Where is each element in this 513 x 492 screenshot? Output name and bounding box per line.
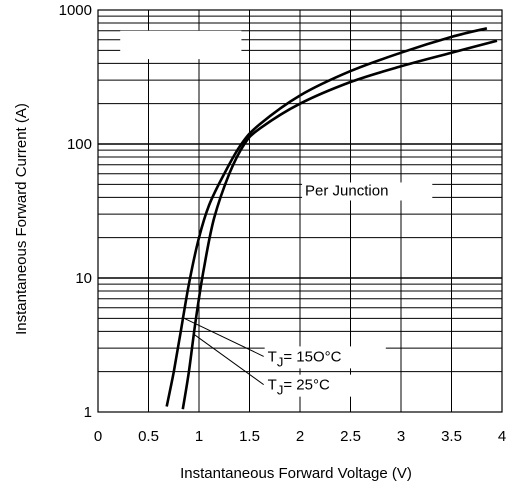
major-gridlines xyxy=(98,143,502,279)
x-tick-label: 1 xyxy=(195,428,203,445)
x-tick-label: 4 xyxy=(498,428,506,445)
x-axis-label: Instantaneous Forward Voltage (V) xyxy=(180,465,412,482)
tj-25c-label-background xyxy=(264,374,386,397)
series-line-tj-25c xyxy=(181,39,498,410)
tj-150c-label-subscript: J xyxy=(277,354,284,369)
leader-line-150c xyxy=(181,316,264,357)
x-tick-label: 2.5 xyxy=(340,428,361,445)
series-line-tj-150c xyxy=(165,27,488,407)
x-tick-labels: 0 0.5 1 1.5 2 2.5 3 3.5 4 xyxy=(94,428,506,445)
tj-150c-label: TJ= 15O°C xyxy=(268,348,342,369)
series-lines xyxy=(165,27,498,410)
tj-25c-label-t: T xyxy=(268,377,277,394)
y-tick-label: 100 xyxy=(67,136,92,153)
x-tick-label: 1.5 xyxy=(239,428,260,445)
tj-150c-label-background xyxy=(264,346,386,369)
tj-150c-label-rest: = 15O°C xyxy=(283,348,341,365)
per-junction-label-background xyxy=(302,182,433,201)
legend-blank-box xyxy=(120,30,242,60)
x-tick-label: 3.5 xyxy=(441,428,462,445)
y-tick-label: 10 xyxy=(75,270,92,287)
tj-25c-label: TJ= 25°C xyxy=(268,377,330,398)
tj-25c-label-rest: = 25°C xyxy=(283,377,330,394)
tj-25c-label-subscript: J xyxy=(277,383,284,398)
x-tick-label: 0.5 xyxy=(138,428,159,445)
plot-frame xyxy=(97,9,503,413)
y-tick-labels: 1 10 100 1000 xyxy=(59,2,92,421)
y-tick-label: 1000 xyxy=(59,2,92,19)
per-junction-label: Per Junction xyxy=(305,182,388,199)
y-axis-label: Instantaneous Forward Current (A) xyxy=(13,103,30,335)
annotations: Per Junction TJ= 15O°C TJ= 25°C xyxy=(181,182,433,398)
tj-150c-label-t: T xyxy=(268,348,277,365)
x-tick-label: 0 xyxy=(94,428,102,445)
x-tick-label: 3 xyxy=(397,428,405,445)
y-tick-label: 1 xyxy=(84,404,92,421)
leader-line-25c xyxy=(193,333,264,386)
minor-gridlines xyxy=(98,10,502,412)
x-tick-label: 2 xyxy=(296,428,304,445)
